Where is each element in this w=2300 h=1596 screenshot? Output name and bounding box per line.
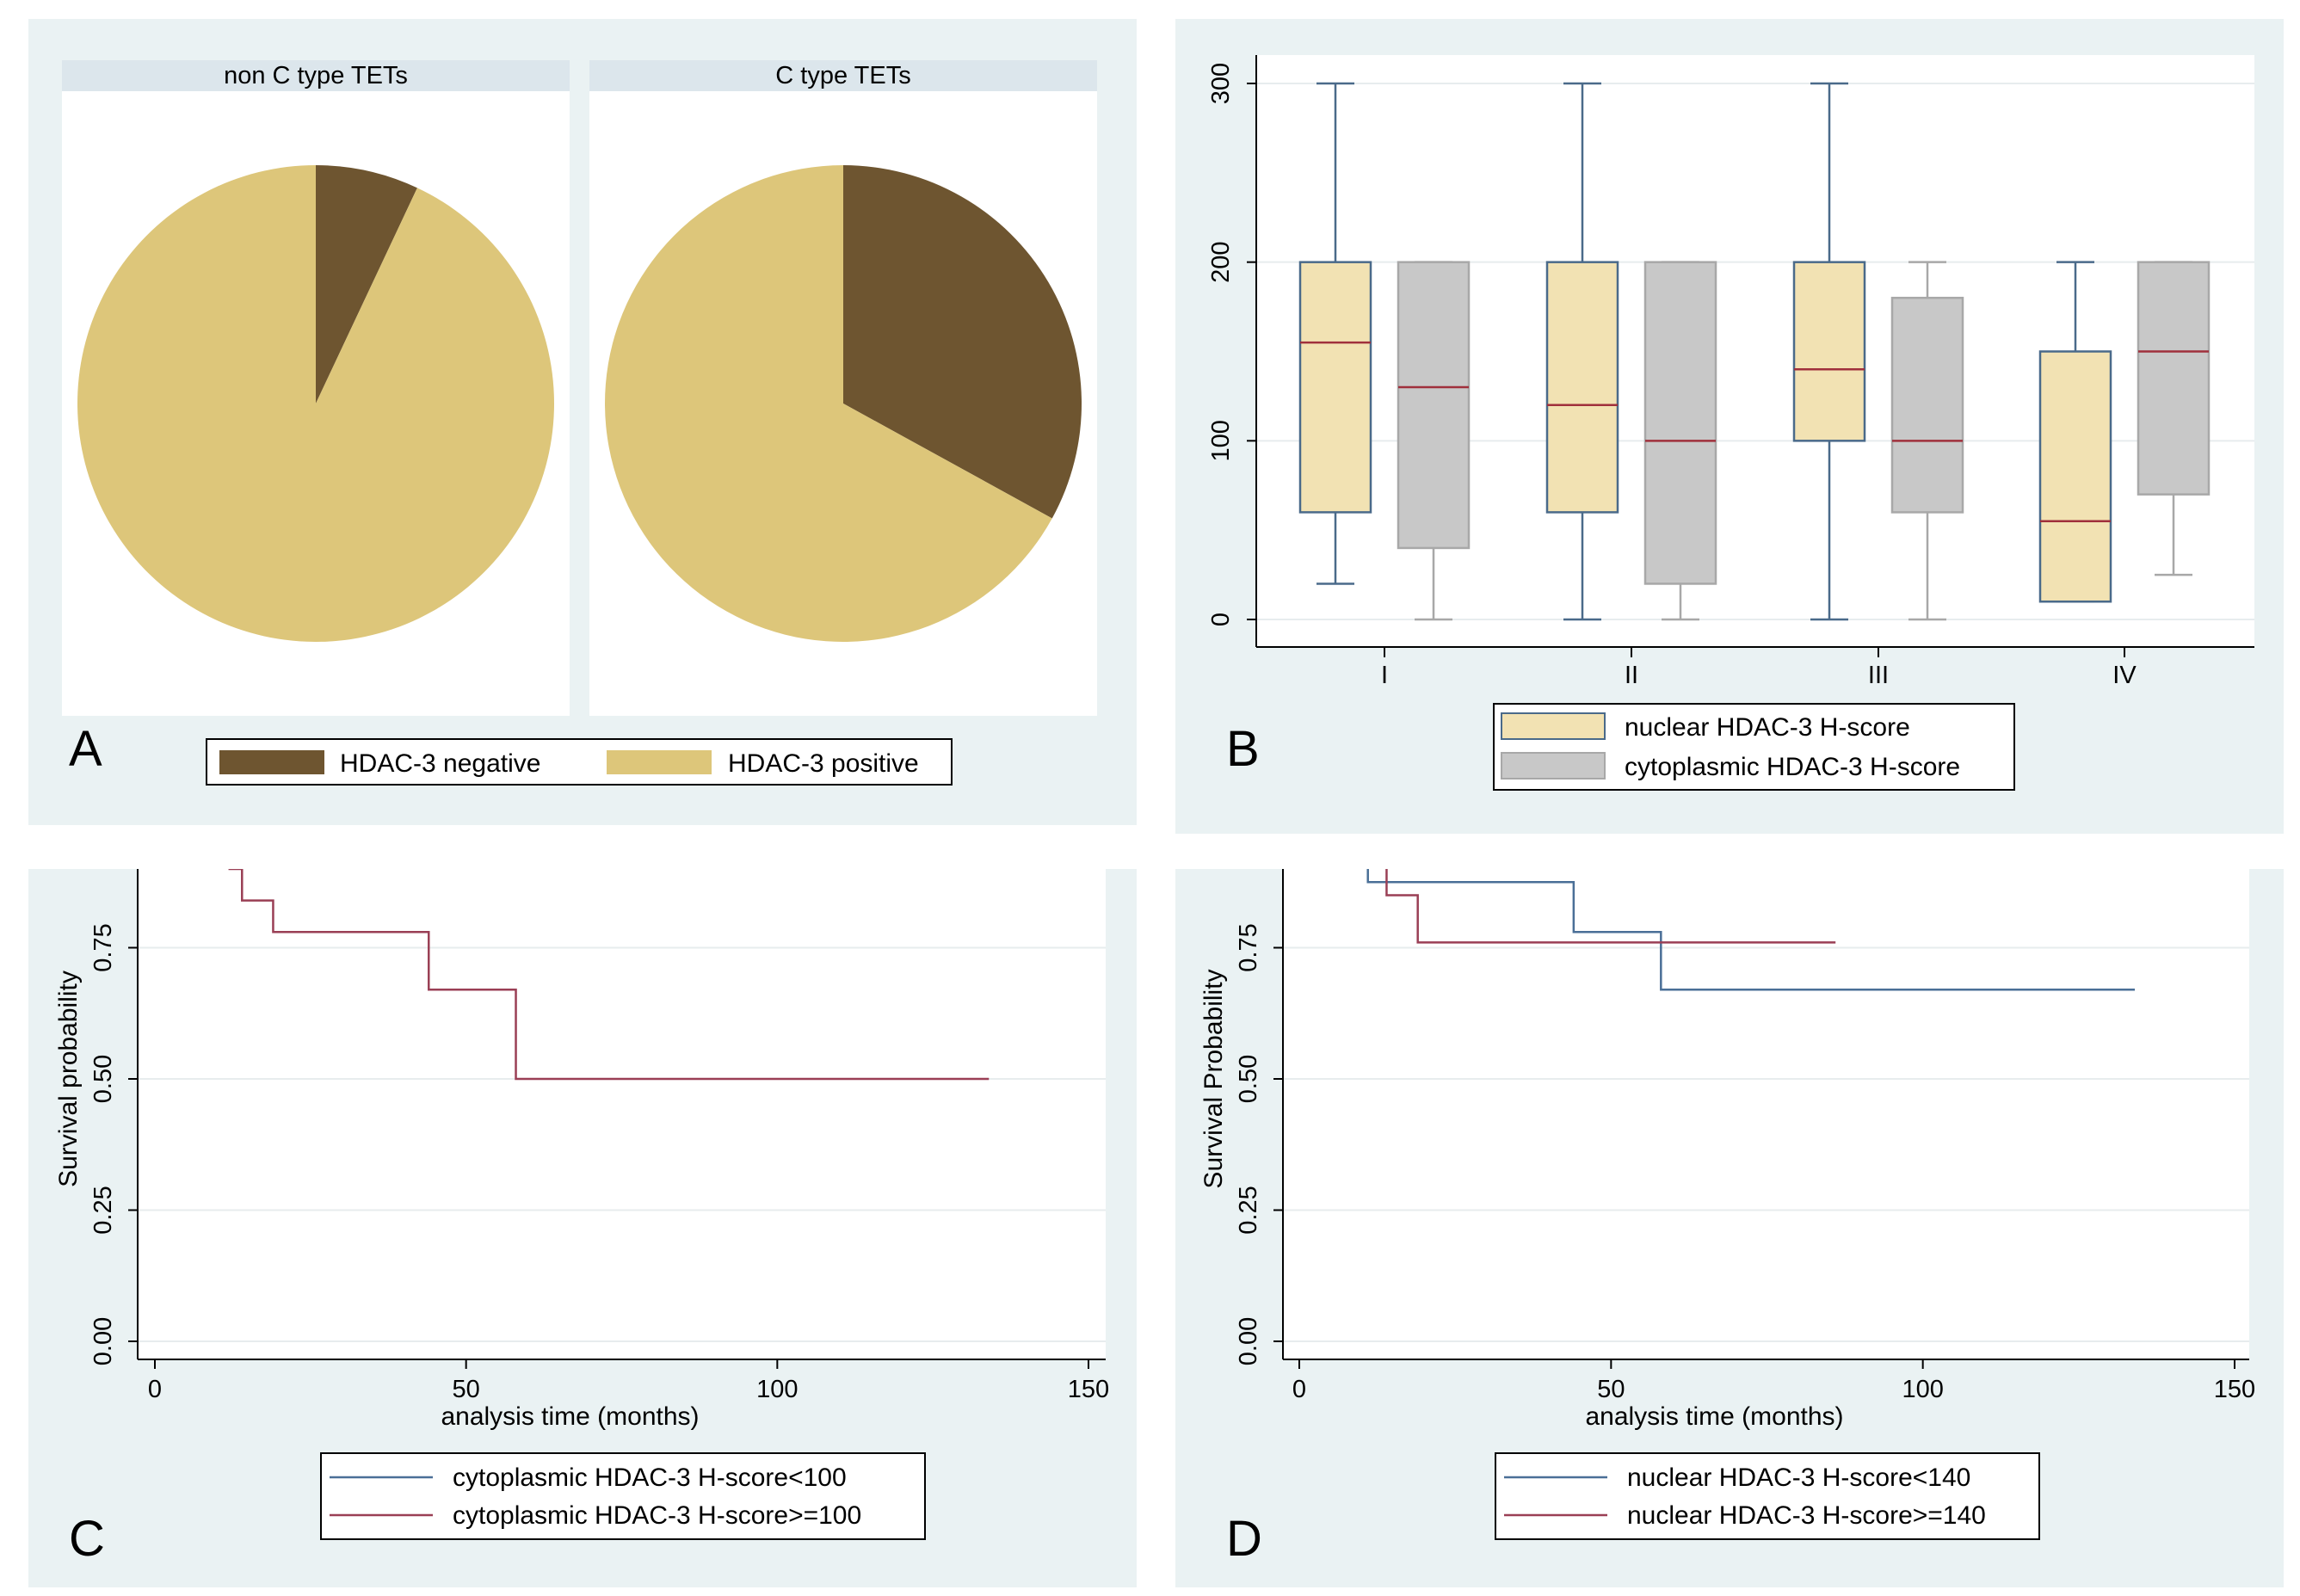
legend-box (1495, 1452, 2040, 1540)
panel-d: 0.00 0.25 0.50 0.75 0 50 100 150 analysis time (… (1175, 869, 2284, 1587)
panel-letter: D (1226, 1511, 1262, 1567)
x-tick-label: 0 (148, 1376, 162, 1403)
facet-title: non C type TETs (224, 62, 408, 89)
x-tick-label: 100 (1902, 1376, 1943, 1403)
y-tick-label: 0.25 (1235, 1186, 1262, 1234)
plot-area (138, 869, 1106, 1359)
y-axis-title: Survival probability (54, 971, 83, 1187)
x-tick-label: 0 (1292, 1376, 1306, 1403)
panel-letter-b: B (1226, 721, 1260, 777)
survival-curve-high (228, 869, 990, 1081)
panel-letter-a: A (69, 721, 102, 777)
legend-swatch-negative (219, 750, 324, 774)
facet-title: C type TETs (775, 62, 910, 89)
x-tick-label: III (1868, 662, 1889, 689)
x-tick-label: II (1625, 662, 1638, 689)
pie-slice-positive (77, 165, 555, 642)
facet-strip (589, 60, 1097, 91)
legend-swatch-positive (607, 750, 712, 774)
nuclear-box (1545, 261, 1619, 514)
facet-strip (62, 60, 570, 91)
legend-label-low: nuclear HDAC-3 H-score<140 (1627, 1464, 1970, 1492)
panel-a: non C type TETs C type TETs HDAC-3 negativ… (28, 19, 1137, 825)
legend-label-positive: HDAC-3 positive (728, 749, 919, 778)
y-tick-label: 0.75 (89, 923, 117, 971)
y-axis-title: Survival Probability (1199, 969, 1228, 1188)
legend-label-negative: HDAC-3 negative (340, 749, 540, 778)
plot-area (1283, 869, 2249, 1359)
y-tick-label: 300 (1207, 63, 1235, 104)
x-tick-label: 150 (2214, 1376, 2255, 1403)
pie-slice-negative (843, 165, 1082, 519)
cytoplasmic-box (1643, 261, 1717, 585)
y-tick-label: 100 (1207, 420, 1235, 461)
legend-box (206, 738, 953, 786)
cytoplasmic-box (1890, 296, 1964, 514)
panel-letter: C (69, 1511, 105, 1567)
legend-swatch-nuclear (1501, 712, 1606, 740)
cytoplasmic-box (2137, 261, 2211, 496)
y-tick-label: 0 (1207, 613, 1235, 626)
nuclear-box (2038, 350, 2112, 603)
cytoplasmic-box (1397, 261, 1471, 550)
legend-swatch-cytoplasmic (1501, 752, 1606, 780)
y-tick-label: 0.00 (1235, 1317, 1262, 1365)
x-tick-label: 50 (453, 1376, 480, 1403)
legend-label-high: cytoplasmic HDAC-3 H-score>=100 (453, 1501, 861, 1530)
x-axis-title: analysis time (months) (1585, 1402, 1843, 1431)
x-tick-label: IV (2112, 662, 2137, 689)
y-tick-label: 0.75 (1235, 923, 1262, 971)
pie-slice-positive (604, 165, 1052, 643)
x-tick-label: I (1381, 662, 1388, 689)
nuclear-box (1298, 261, 1372, 514)
y-tick-label: 0.50 (89, 1055, 117, 1103)
survival-curve-high (1385, 869, 1836, 944)
x-axis-title: analysis time (months) (441, 1402, 699, 1431)
y-tick-label: 0.50 (1235, 1055, 1262, 1103)
legend-box (320, 1452, 926, 1540)
x-tick-label: 50 (1597, 1376, 1625, 1403)
legend-label-nuclear: nuclear HDAC-3 H-score (1625, 713, 1910, 742)
legend-label-low: cytoplasmic HDAC-3 H-score<100 (453, 1464, 847, 1492)
pie-slice-negative (316, 165, 417, 404)
legend-label-cytoplasmic: cytoplasmic HDAC-3 H-score (1625, 753, 1960, 781)
y-tick-label: 0.00 (89, 1317, 117, 1365)
legend-label-high: nuclear HDAC-3 H-score>=140 (1627, 1501, 1986, 1530)
nuclear-box (1792, 261, 1866, 442)
survival-curve-low (1366, 869, 2136, 991)
x-tick-label: 150 (1068, 1376, 1109, 1403)
y-tick-label: 0.25 (89, 1186, 117, 1234)
x-tick-label: 100 (756, 1376, 798, 1403)
panel-c: 0.00 0.25 0.50 0.75 0 50 100 150 analysis time (… (28, 869, 1137, 1587)
y-tick-label: 200 (1207, 241, 1235, 282)
